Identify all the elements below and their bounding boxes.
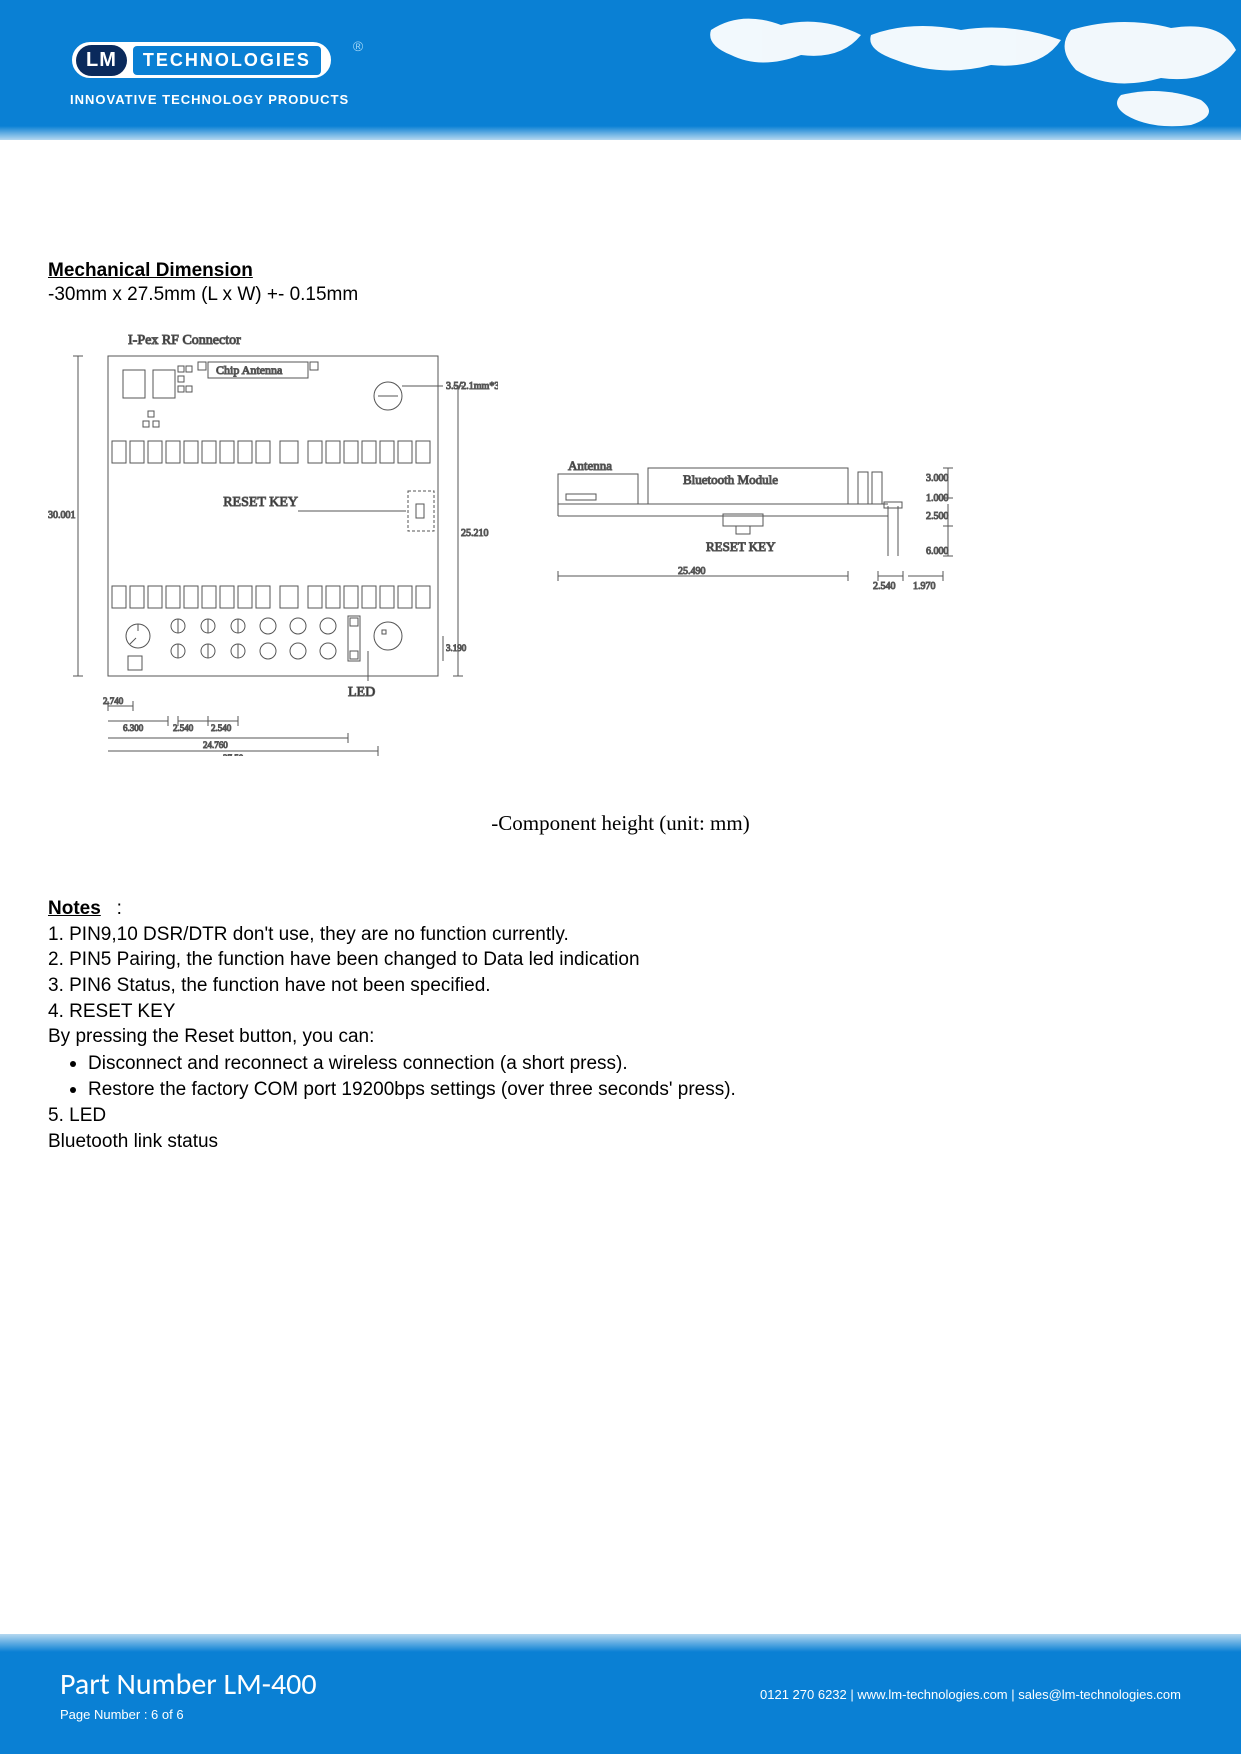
- page-number: Page Number : 6 of 6: [60, 1707, 317, 1722]
- antenna-label: Antenna: [568, 458, 612, 473]
- logo-technologies: TECHNOLOGIES: [133, 46, 321, 75]
- logo-pill: LM TECHNOLOGIES ®: [70, 40, 333, 80]
- note-2: 2. PIN5 Pairing, the function have been …: [48, 947, 1193, 973]
- dim-27-50: 27.50: [223, 753, 244, 756]
- footer-left: Part Number LM-400 Page Number : 6 of 6: [60, 1666, 317, 1722]
- logo-block: LM TECHNOLOGIES ® INNOVATIVE TECHNOLOGY …: [70, 40, 349, 107]
- dim-2-500: 2.500: [926, 511, 949, 522]
- dim-2-540: 2.540: [873, 581, 896, 592]
- note-4-bullet-1: Disconnect and reconnect a wireless conn…: [88, 1050, 1193, 1077]
- dim-24-760: 24.760: [203, 740, 228, 750]
- dim-1-970: 1.970: [913, 581, 936, 592]
- note-5: 5. LED: [48, 1103, 1193, 1129]
- dim-3-190: 3.190: [446, 643, 467, 653]
- footer-contact: 0121 270 6232 | www.lm-technologies.com …: [760, 1687, 1181, 1702]
- footer-banner: Part Number LM-400 Page Number : 6 of 6 …: [0, 1634, 1241, 1754]
- dim-25-210: 25.210: [461, 528, 489, 539]
- note-5-text: Bluetooth link status: [48, 1129, 1193, 1155]
- dimension-text: -30mm x 27.5mm (L x W) +- 0.15mm: [48, 284, 1193, 306]
- dim-2-740: 2.740: [103, 696, 124, 706]
- notes-colon: [106, 898, 117, 919]
- notes-block: Notes : 1. PIN9,10 DSR/DTR don't use, th…: [48, 896, 1193, 1154]
- header-banner: LM TECHNOLOGIES ® INNOVATIVE TECHNOLOGY …: [0, 0, 1241, 140]
- top-view-diagram: I-Pex RF Connector Chip Antenna: [48, 326, 498, 761]
- dim-6-300: 6.300: [123, 723, 144, 733]
- dim-25-490: 25.490: [678, 566, 706, 577]
- dim-1-000: 1.000: [926, 493, 949, 504]
- world-map-graphic: [701, 0, 1241, 140]
- dim-30-001: 30.001: [48, 510, 76, 521]
- dim-3-000: 3.000: [926, 473, 949, 484]
- reset-label-side: RESET KEY: [706, 539, 776, 554]
- note-4-intro: By pressing the Reset button, you can:: [48, 1024, 1193, 1050]
- note-4: 4. RESET KEY: [48, 999, 1193, 1025]
- led-label: LED: [348, 685, 375, 700]
- part-number: Part Number LM-400: [60, 1666, 317, 1703]
- diagram-row: I-Pex RF Connector Chip Antenna: [48, 326, 1193, 761]
- reset-key-label: RESET KEY: [223, 495, 298, 510]
- mechanical-dimension-block: Mechanical Dimension -30mm x 27.5mm (L x…: [48, 260, 1193, 306]
- tagline: INNOVATIVE TECHNOLOGY PRODUCTS: [70, 92, 349, 107]
- notes-title: Notes: [48, 898, 101, 919]
- side-view-diagram: Antenna Bluetooth Module RESET KEY: [548, 426, 968, 611]
- component-height-caption: -Component height (unit: mm): [48, 811, 1193, 836]
- logo-lm: LM: [76, 45, 127, 76]
- section-title: Mechanical Dimension: [48, 260, 253, 281]
- notes-colon-char: :: [117, 898, 122, 919]
- page-content: Mechanical Dimension -30mm x 27.5mm (L x…: [0, 140, 1241, 1154]
- ipex-label: I-Pex RF Connector: [128, 333, 241, 348]
- note-4-bullets: Disconnect and reconnect a wireless conn…: [48, 1050, 1193, 1103]
- note-3: 3. PIN6 Status, the function have not be…: [48, 973, 1193, 999]
- chip-antenna-label: Chip Antenna: [216, 363, 283, 377]
- note-1: 1. PIN9,10 DSR/DTR don't use, they are n…: [48, 922, 1193, 948]
- dim-2-540b: 2.540: [211, 723, 232, 733]
- dim-6-000: 6.000: [926, 546, 949, 557]
- bt-module-label: Bluetooth Module: [683, 472, 778, 487]
- dim-2-540a: 2.540: [173, 723, 194, 733]
- registered-mark: ®: [353, 38, 363, 54]
- note-4-bullet-2: Restore the factory COM port 19200bps se…: [88, 1076, 1193, 1103]
